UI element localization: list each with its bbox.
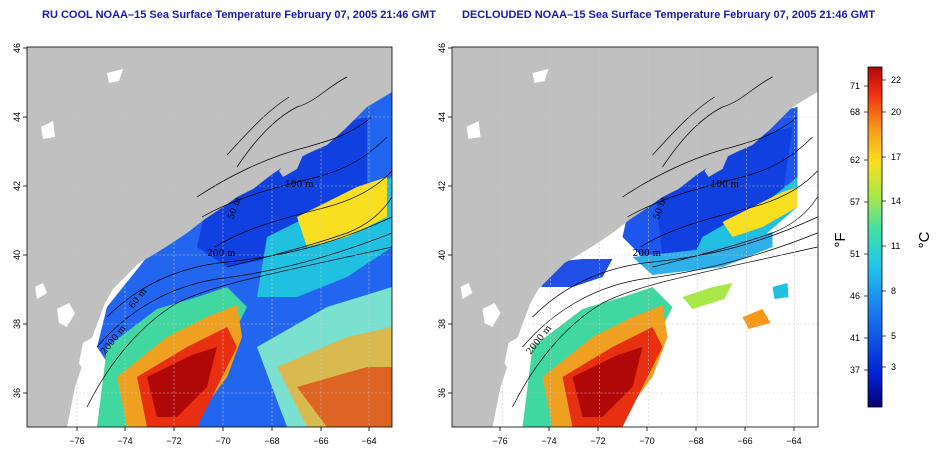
right-xtick-76: −76 [492, 436, 507, 446]
colorbar-f-tick-46: 46 [850, 291, 860, 301]
right-contour-label-200m: 200 m [633, 249, 662, 259]
colorbar-c-tick-17: 17 [891, 152, 901, 162]
right-gridlines [452, 47, 818, 427]
left-xtick-76: −76 [69, 436, 84, 446]
colorbar: 71 68 62 57 51 46 41 37 22 20 17 14 11 8… [832, 66, 933, 408]
colorbar-f-tick-62: 62 [850, 155, 860, 165]
right-xtick-74: −74 [541, 436, 556, 446]
colorbar-f-tick-41: 41 [850, 333, 860, 343]
colorbar-ticks [864, 79, 886, 371]
right-ticks [448, 47, 795, 431]
left-map-content: 200 m 100 m 50 m 2000 m 60 m [27, 47, 392, 427]
right-panel-title: DECLOUDED NOAA–15 Sea Surface Temperatur… [462, 9, 876, 21]
right-xtick-64: −64 [786, 436, 801, 446]
right-xtick-68: −68 [688, 436, 703, 446]
colorbar-c-tick-20: 20 [891, 107, 901, 117]
right-ytick-38: 38 [437, 319, 447, 329]
left-xtick-64: −64 [361, 436, 376, 446]
left-ytick-44: 44 [12, 112, 22, 122]
colorbar-c-tick-5: 5 [891, 331, 896, 341]
colorbar-c-tick-8: 8 [891, 286, 896, 296]
right-ytick-40: 40 [437, 250, 447, 260]
left-panel-title: RU COOL NOAA–15 Sea Surface Temperature … [42, 9, 436, 21]
left-contour-label-200m: 200 m [207, 249, 236, 259]
colorbar-f-tick-57: 57 [850, 197, 860, 207]
colorbar-f-tick-37: 37 [850, 365, 860, 375]
left-ticks [23, 47, 370, 431]
left-ytick-46: 46 [12, 43, 22, 53]
left-xtick-66: −66 [313, 436, 328, 446]
left-ytick-42: 42 [12, 181, 22, 191]
left-map-panel: 200 m 100 m 50 m 2000 m 60 m −76 −74 −72… [12, 43, 393, 446]
colorbar-celsius-unit: °C [916, 231, 933, 248]
right-xtick-72: −72 [590, 436, 605, 446]
right-xtick-70: −70 [639, 436, 654, 446]
right-ytick-46: 46 [437, 43, 447, 53]
right-map-panel: 200 m 100 m 50 m 2000 m −76 −74 −72 −70 … [437, 43, 819, 446]
right-ytick-42: 42 [437, 181, 447, 191]
left-xtick-70: −70 [215, 436, 230, 446]
left-xtick-72: −72 [166, 436, 181, 446]
colorbar-c-tick-14: 14 [891, 196, 901, 206]
right-ytick-44: 44 [437, 112, 447, 122]
colorbar-fahrenheit-unit: °F [832, 232, 849, 247]
right-map-content: 200 m 100 m 50 m 2000 m [452, 47, 818, 427]
colorbar-c-tick-3: 3 [891, 362, 896, 372]
left-contour-label-100m: 100 m [285, 180, 314, 190]
colorbar-gradient [867, 66, 883, 408]
colorbar-f-tick-51: 51 [850, 249, 860, 259]
colorbar-c-tick-22: 22 [891, 75, 901, 85]
colorbar-f-tick-68: 68 [850, 107, 860, 117]
colorbar-c-tick-11: 11 [891, 241, 900, 251]
right-ytick-36: 36 [437, 388, 447, 398]
colorbar-f-tick-71: 71 [850, 81, 860, 91]
left-xtick-74: −74 [117, 436, 132, 446]
left-ytick-36: 36 [12, 388, 22, 398]
left-gridlines [27, 47, 392, 427]
right-xtick-66: −66 [737, 436, 752, 446]
left-ytick-38: 38 [12, 319, 22, 329]
left-xtick-68: −68 [264, 436, 279, 446]
left-ytick-40: 40 [12, 250, 22, 260]
right-contour-label-100m: 100 m [711, 180, 740, 190]
